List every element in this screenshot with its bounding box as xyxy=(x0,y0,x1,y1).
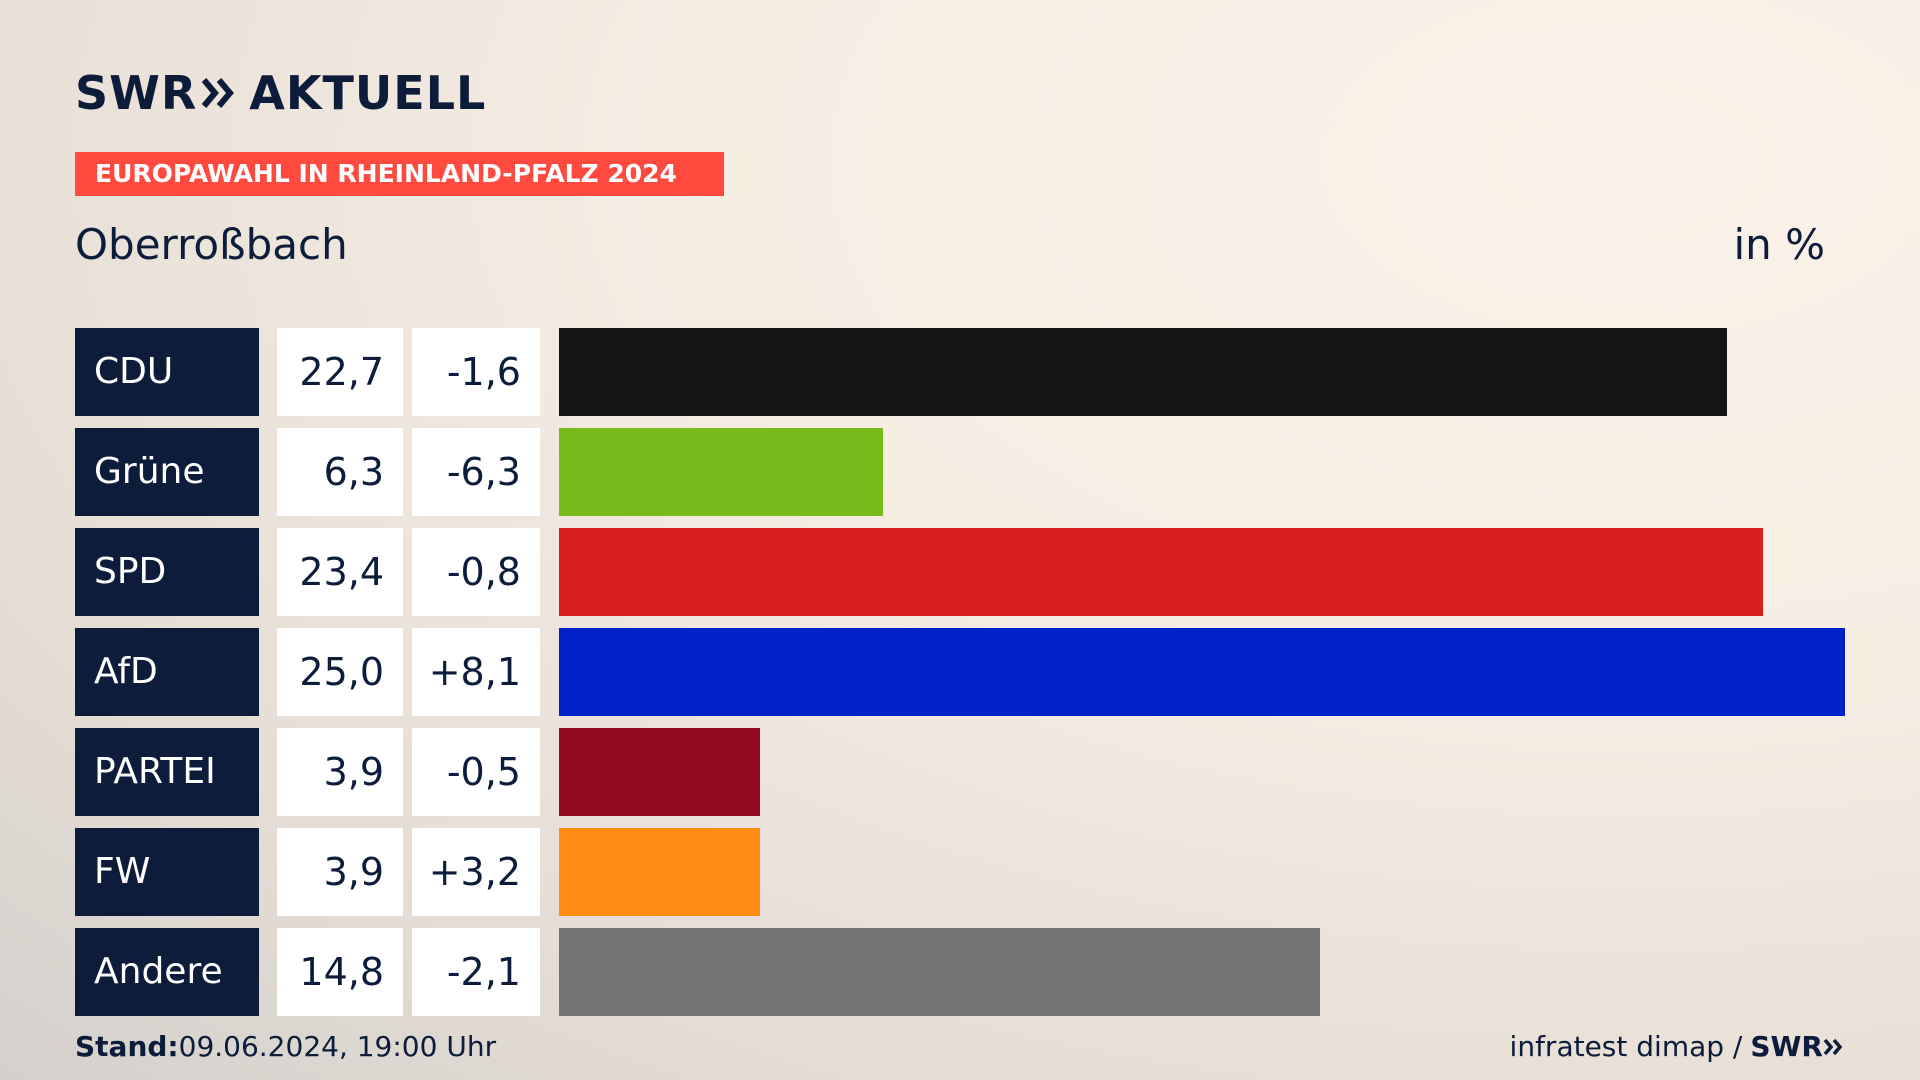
vote-share-label: 23,4 xyxy=(277,528,403,616)
double-chevron-icon xyxy=(201,76,237,110)
party-label: Grüne xyxy=(75,428,259,516)
result-bar xyxy=(559,928,1320,1016)
change-label: -0,8 xyxy=(412,528,540,616)
result-bar xyxy=(559,828,760,916)
vote-share-label: 3,9 xyxy=(277,728,403,816)
vote-share-label: 6,3 xyxy=(277,428,403,516)
source-text: infratest dimap / xyxy=(1509,1030,1743,1063)
party-label: AfD xyxy=(75,628,259,716)
logo-aktuell-text: AKTUELL xyxy=(249,66,487,120)
source-logo-text: SWR xyxy=(1750,1030,1823,1063)
swr-small-logo: SWR xyxy=(1750,1030,1845,1063)
party-label: Andere xyxy=(75,928,259,1016)
party-label: CDU xyxy=(75,328,259,416)
change-label: -1,6 xyxy=(412,328,540,416)
party-label: SPD xyxy=(75,528,259,616)
swr-aktuell-logo: SWR AKTUELL xyxy=(75,66,486,120)
stand-label: Stand: xyxy=(75,1030,179,1063)
result-bar xyxy=(559,528,1763,616)
source-credit: infratest dimap / SWR xyxy=(1510,1030,1845,1063)
party-label: FW xyxy=(75,828,259,916)
change-label: +3,2 xyxy=(412,828,540,916)
change-label: -0,5 xyxy=(412,728,540,816)
stand-value: 09.06.2024, 19:00 Uhr xyxy=(178,1030,497,1063)
vote-share-label: 22,7 xyxy=(277,328,403,416)
change-label: -6,3 xyxy=(412,428,540,516)
change-label: -2,1 xyxy=(412,928,540,1016)
change-label: +8,1 xyxy=(412,628,540,716)
result-bar xyxy=(559,328,1727,416)
vote-share-label: 14,8 xyxy=(277,928,403,1016)
timestamp: Stand:09.06.2024, 19:00 Uhr xyxy=(75,1030,496,1063)
result-bar xyxy=(559,628,1845,716)
small-chevron-icon xyxy=(1823,1038,1843,1055)
party-label: PARTEI xyxy=(75,728,259,816)
vote-share-label: 25,0 xyxy=(277,628,403,716)
municipality-title: Oberroßbach xyxy=(75,220,348,269)
logo-swr-text: SWR xyxy=(75,66,198,120)
result-bar xyxy=(559,428,883,516)
vote-share-label: 3,9 xyxy=(277,828,403,916)
unit-label: in % xyxy=(1733,220,1825,269)
election-kicker: EUROPAWAHL IN RHEINLAND-PFALZ 2024 xyxy=(75,152,724,196)
result-bar xyxy=(559,728,760,816)
